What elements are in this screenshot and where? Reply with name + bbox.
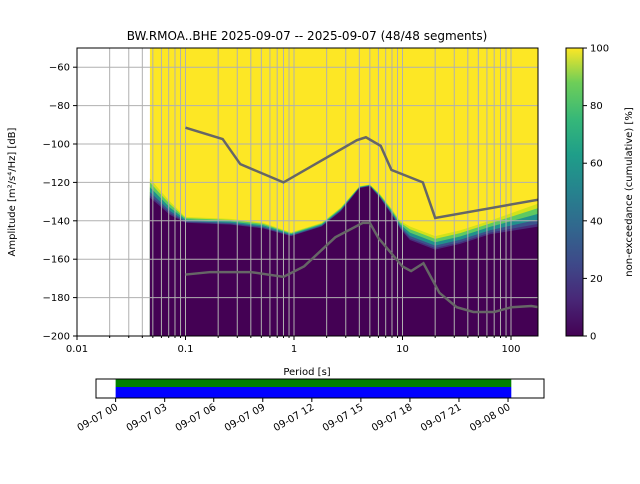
timeline-tick-label: 09-07 00 [76, 402, 120, 434]
axes: 0.01 0.1 1 10 100 −60 −80 −100 −120 −140 −160 −180 −… [43, 63, 521, 355]
timeline-used-bar [115, 387, 512, 398]
timeline-tick-label: 09-07 18 [370, 402, 414, 434]
timeline-data-bar [115, 379, 512, 387]
colorbar-tick-label: 100 [590, 44, 609, 55]
timeline-tick-label: 09-07 03 [125, 402, 169, 434]
psd-distribution [149, 48, 538, 336]
y-tick-label: −160 [43, 255, 70, 266]
x-tick-label: 1 [291, 344, 297, 355]
nlnm-line [185, 221, 538, 314]
x-axis-label: Period [s] [283, 367, 330, 378]
timeline-tick-label: 09-07 15 [321, 402, 365, 434]
colorbar-tick-label: 60 [590, 159, 603, 170]
x-tick-label: 0.1 [178, 344, 194, 355]
colorbar-tick-label: 80 [590, 101, 603, 112]
colorbar-tick-label: 40 [590, 216, 603, 227]
y-tick-label: −80 [49, 101, 70, 112]
colorbar-axis: 0 20 40 60 80 100 [583, 44, 609, 343]
y-tick-label: −60 [49, 63, 70, 74]
timeline-tick-label: 09-07 06 [174, 402, 218, 434]
chart-title: BW.RMOA..BHE 2025-09-07 -- 2025-09-07 (4… [127, 29, 488, 43]
y-tick-label: −140 [43, 216, 70, 227]
x-tick-label: 0.01 [66, 344, 88, 355]
timeline-tick-label: 09-07 12 [272, 402, 316, 434]
timeline-tick-label: 09-08 00 [468, 402, 512, 434]
colorbar-tick-label: 0 [590, 332, 596, 343]
y-tick-label: −200 [43, 332, 70, 343]
colorbar-tick-label: 20 [590, 274, 603, 285]
plot-frame [76, 47, 539, 337]
y-tick-label: −180 [43, 293, 70, 304]
x-tick-label: 100 [501, 344, 520, 355]
noise-models [185, 126, 538, 314]
y-tick-label: −120 [43, 178, 70, 189]
timeline-tick-label: 09-07 09 [223, 402, 267, 434]
y-tick-label: −100 [43, 140, 70, 151]
grid [77, 48, 538, 336]
timeline-tick-label: 09-07 21 [419, 402, 463, 434]
x-tick-label: 10 [396, 344, 409, 355]
timeline-frame [95, 378, 545, 399]
colorbar [565, 47, 584, 337]
colorbar-label: non-exceedance (cumulative) [%] [624, 107, 635, 277]
timeline: 09-07 00 09-07 03 09-07 06 09-07 09 09-07 12… [76, 378, 545, 434]
y-axis-label: Amplitude [m²/s⁴/Hz] [dB] [7, 127, 18, 256]
distribution-band-0 [149, 186, 538, 336]
nhnm-line [185, 126, 538, 220]
